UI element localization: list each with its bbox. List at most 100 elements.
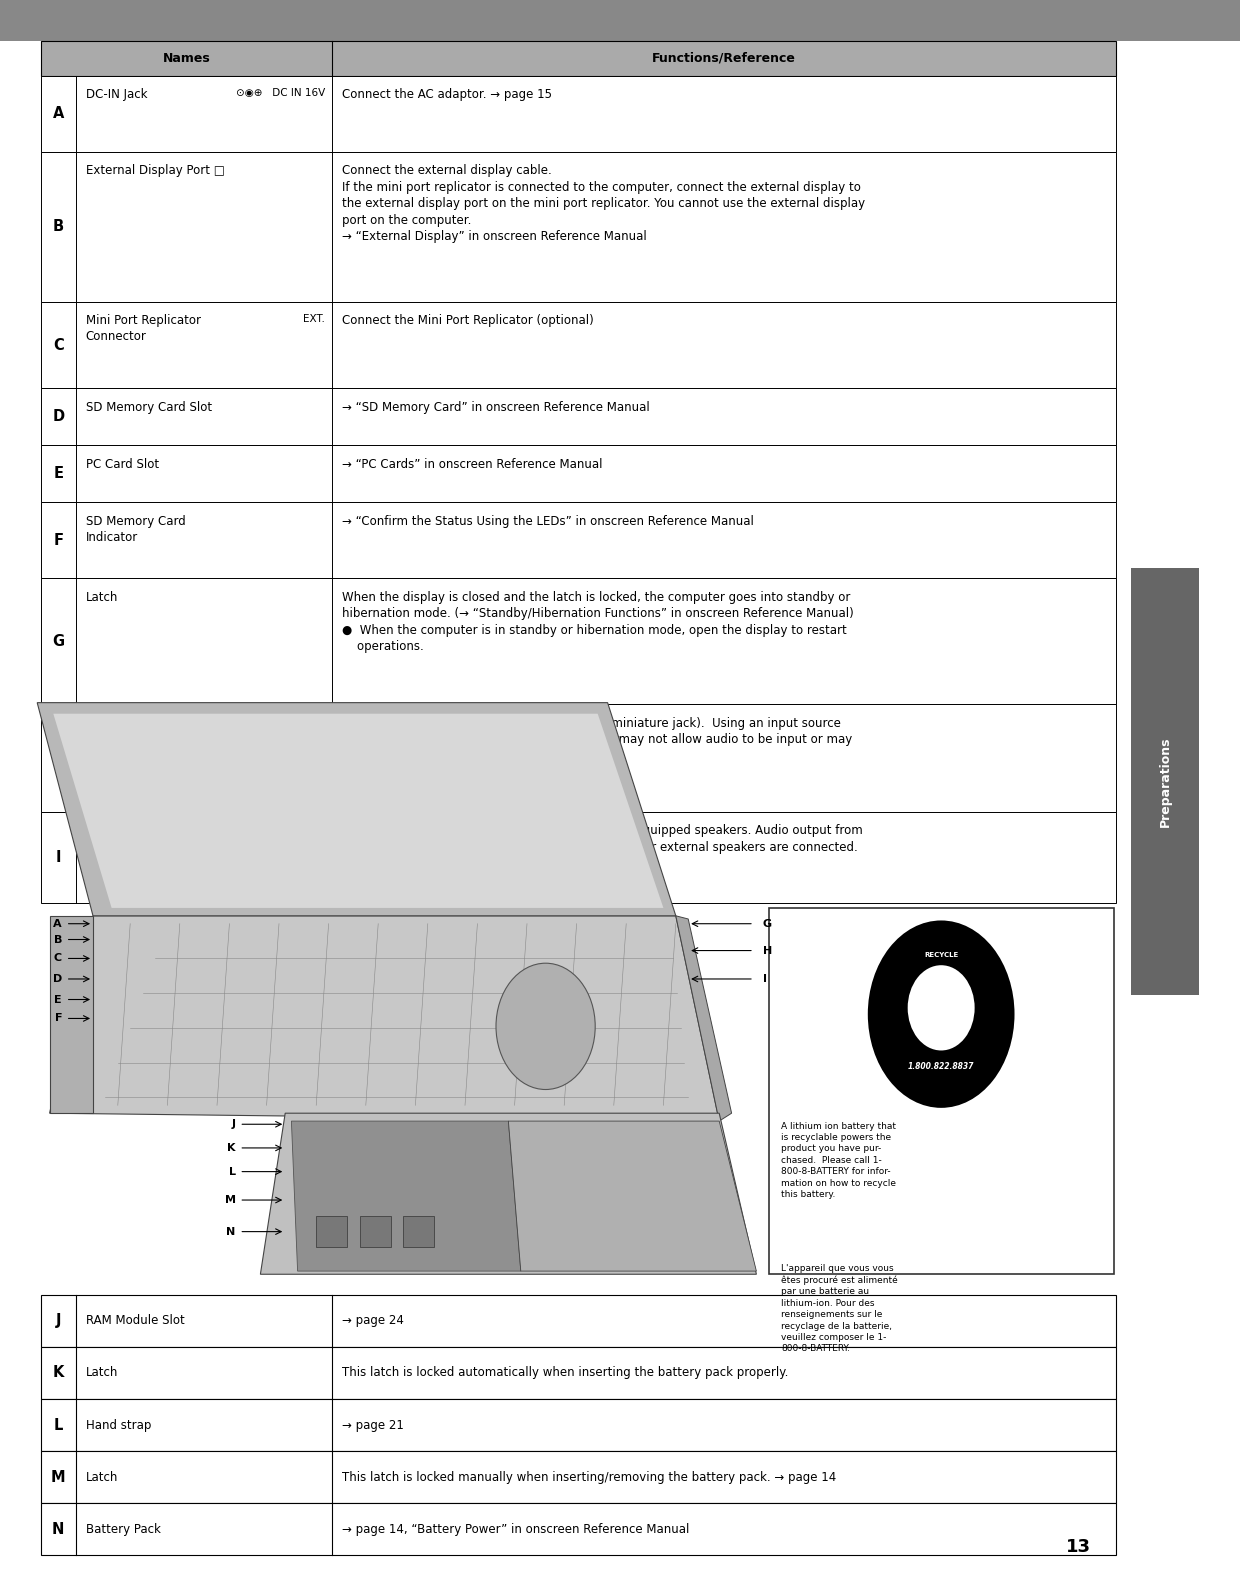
- Text: A lithium ion battery that
is recyclable powers the
product you have pur-
chased: A lithium ion battery that is recyclable…: [781, 1121, 897, 1198]
- Text: F: F: [55, 1014, 62, 1023]
- Polygon shape: [53, 714, 663, 908]
- Polygon shape: [508, 1121, 756, 1271]
- Text: → “Confirm the Status Using the LEDs” in onscreen Reference Manual: → “Confirm the Status Using the LEDs” in…: [342, 515, 754, 527]
- Text: Connect the Mini Port Replicator (optional): Connect the Mini Port Replicator (option…: [342, 314, 594, 327]
- Text: F: F: [53, 532, 63, 548]
- Text: Mini Port Replicator
Connector: Mini Port Replicator Connector: [86, 314, 201, 343]
- Text: Li-ion: Li-ion: [932, 1031, 950, 1036]
- Text: Microphone Jack: Microphone Jack: [86, 717, 182, 729]
- Text: ♪: ♪: [319, 824, 325, 834]
- Bar: [41, 1451, 1116, 1503]
- Bar: [41, 76, 1116, 152]
- Polygon shape: [403, 1216, 434, 1247]
- Text: → “PC Cards” in onscreen Reference Manual: → “PC Cards” in onscreen Reference Manua…: [342, 458, 603, 471]
- Text: G: G: [52, 633, 64, 649]
- Text: B: B: [53, 219, 63, 234]
- Text: K: K: [227, 1143, 236, 1153]
- Text: PC Card Slot: PC Card Slot: [86, 458, 159, 471]
- Bar: [769, 908, 1114, 1274]
- Text: B: B: [53, 935, 62, 944]
- Text: L'appareil que vous vous
êtes procuré est alimenté
par une batterie au
lithium-i: L'appareil que vous vous êtes procuré es…: [781, 1263, 898, 1353]
- Bar: [41, 152, 1116, 302]
- Text: → page 24: → page 24: [342, 1314, 404, 1328]
- Text: H: H: [52, 750, 64, 766]
- Bar: [41, 1347, 1116, 1399]
- Circle shape: [496, 963, 595, 1090]
- Circle shape: [867, 919, 1016, 1108]
- Text: Connect the AC adaptor. → page 15: Connect the AC adaptor. → page 15: [342, 88, 552, 101]
- Bar: [41, 1399, 1116, 1451]
- Text: Latch: Latch: [86, 1470, 118, 1484]
- Bar: [41, 1295, 1116, 1347]
- Text: Functions/Reference: Functions/Reference: [652, 52, 796, 65]
- Text: M: M: [51, 1470, 66, 1484]
- Text: This latch is locked automatically when inserting the battery pack properly.: This latch is locked automatically when …: [342, 1366, 789, 1380]
- Polygon shape: [360, 1216, 391, 1247]
- Polygon shape: [676, 916, 732, 1121]
- Text: J: J: [56, 1314, 61, 1328]
- Text: RECYCLE: RECYCLE: [924, 952, 959, 958]
- Text: → page 21: → page 21: [342, 1418, 404, 1432]
- Text: E: E: [55, 995, 62, 1004]
- Text: Names: Names: [162, 52, 211, 65]
- Text: D: D: [52, 409, 64, 425]
- Text: D: D: [53, 974, 62, 984]
- Text: A: A: [52, 106, 64, 122]
- Text: Use only a monaural condenser microphone (miniature jack).  Using an input sourc: Use only a monaural condenser microphone…: [342, 717, 852, 763]
- Polygon shape: [291, 1121, 521, 1271]
- Polygon shape: [37, 703, 676, 916]
- Text: Latch: Latch: [86, 591, 118, 603]
- Text: N: N: [52, 1522, 64, 1536]
- Bar: [1131, 568, 1199, 995]
- Bar: [0, 0, 1240, 41]
- Text: N: N: [227, 1227, 236, 1236]
- Bar: [41, 900, 1116, 1287]
- Bar: [41, 41, 1116, 76]
- Text: EXT.: EXT.: [303, 314, 325, 324]
- Bar: [41, 578, 1116, 704]
- Text: ⊙◉⊕   DC IN 16V: ⊙◉⊕ DC IN 16V: [236, 88, 325, 98]
- Text: I: I: [56, 850, 61, 865]
- Bar: [41, 388, 1116, 445]
- Text: ™: ™: [939, 1017, 944, 1022]
- Bar: [41, 1503, 1116, 1555]
- Text: J: J: [232, 1120, 236, 1129]
- Text: RBRC: RBRC: [934, 985, 949, 990]
- Circle shape: [908, 965, 975, 1050]
- Text: → “SD Memory Card” in onscreen Reference Manual: → “SD Memory Card” in onscreen Reference…: [342, 401, 650, 414]
- Text: G: G: [763, 919, 771, 928]
- Text: 13: 13: [1066, 1538, 1091, 1557]
- Text: A: A: [53, 919, 62, 928]
- Bar: [41, 812, 1116, 903]
- Text: Headphone Jack: Headphone Jack: [86, 824, 181, 837]
- Polygon shape: [316, 1216, 347, 1247]
- Polygon shape: [50, 916, 93, 1113]
- Text: C: C: [53, 338, 63, 352]
- Text: L: L: [53, 1418, 63, 1432]
- Bar: [41, 502, 1116, 578]
- Bar: [41, 445, 1116, 502]
- Text: Battery Pack: Battery Pack: [86, 1522, 160, 1536]
- Text: → page 14, “Battery Power” in onscreen Reference Manual: → page 14, “Battery Power” in onscreen R…: [342, 1522, 689, 1536]
- Text: H: H: [763, 946, 771, 955]
- Text: When the display is closed and the latch is locked, the computer goes into stand: When the display is closed and the latch…: [342, 591, 854, 654]
- Text: K: K: [52, 1366, 64, 1380]
- Text: E: E: [53, 466, 63, 482]
- Polygon shape: [260, 1113, 756, 1274]
- Text: This latch is locked manually when inserting/removing the battery pack. → page 1: This latch is locked manually when inser…: [342, 1470, 837, 1484]
- Text: Connect the external display cable.
If the mini port replicator is connected to : Connect the external display cable. If t…: [342, 164, 866, 243]
- Text: M: M: [224, 1195, 236, 1205]
- Bar: [41, 302, 1116, 388]
- Text: Use this jack to connect headphones or amplifier-equipped speakers. Audio output: Use this jack to connect headphones or a…: [342, 824, 863, 854]
- Text: External Display Port □: External Display Port □: [86, 164, 224, 177]
- Text: Latch: Latch: [86, 1366, 118, 1380]
- Text: L: L: [228, 1167, 236, 1176]
- Text: RAM Module Slot: RAM Module Slot: [86, 1314, 185, 1328]
- Polygon shape: [50, 916, 719, 1121]
- Text: C: C: [53, 954, 62, 963]
- Text: Preparations: Preparations: [1158, 736, 1172, 827]
- Bar: [41, 704, 1116, 812]
- Text: I: I: [763, 974, 766, 984]
- Text: DC-IN Jack: DC-IN Jack: [86, 88, 148, 101]
- Text: Hand strap: Hand strap: [86, 1418, 151, 1432]
